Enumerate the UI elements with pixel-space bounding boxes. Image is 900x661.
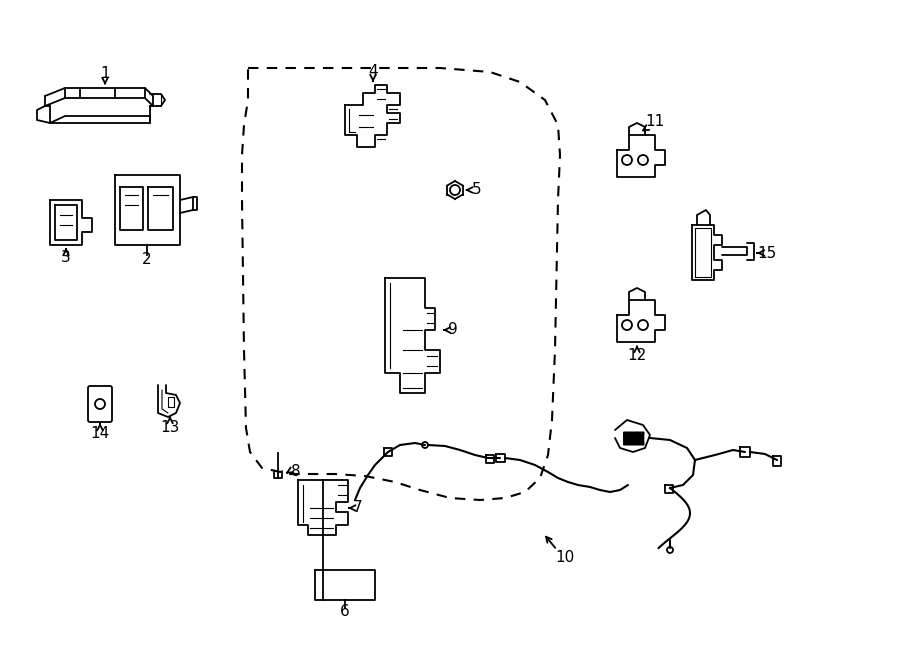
Text: 15: 15 [758,245,777,260]
Text: 4: 4 [368,63,378,79]
Text: 2: 2 [142,253,152,268]
Text: 14: 14 [90,426,110,440]
Text: 10: 10 [555,551,574,566]
Text: 1: 1 [100,67,110,81]
FancyBboxPatch shape [88,386,112,422]
Text: 8: 8 [292,463,301,479]
Text: 3: 3 [61,251,71,266]
Text: 11: 11 [645,114,664,128]
Text: 9: 9 [448,323,458,338]
Text: 12: 12 [627,348,646,364]
Text: 13: 13 [160,420,180,434]
Text: 5: 5 [472,182,482,198]
Text: 6: 6 [340,605,350,619]
Text: 7: 7 [353,500,363,516]
